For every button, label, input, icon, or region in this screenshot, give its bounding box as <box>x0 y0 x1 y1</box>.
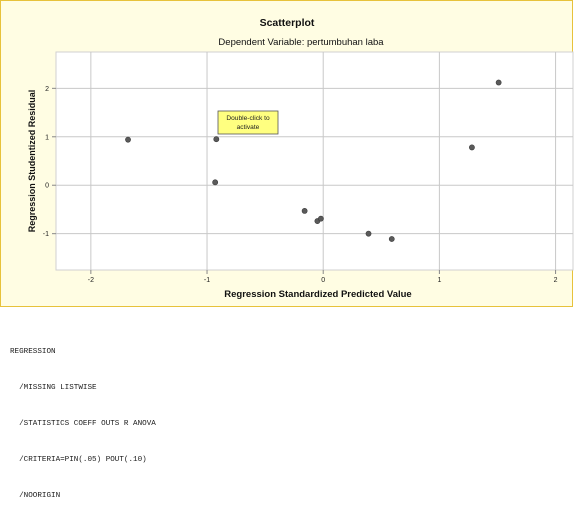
x-tick-label: 1 <box>437 277 441 284</box>
chart-subtitle: Dependent Variable: pertumbuhan laba <box>218 37 384 48</box>
y-axis-label: Regression Studentized Residual <box>27 90 37 233</box>
chart-title: Scatterplot <box>260 17 315 29</box>
tick-labels: -2 -1 0 1 2 2 1 0 -1 <box>43 86 558 284</box>
plot-area <box>55 51 574 271</box>
tooltip-text-line2: activate <box>237 124 260 131</box>
chart-frame[interactable]: Scatterplot Dependent Variable: pertumbu… <box>0 0 574 307</box>
x-tick-label: -1 <box>204 277 210 284</box>
syntax-line: REGRESSION <box>10 348 56 356</box>
tooltip-box[interactable] <box>217 110 279 135</box>
scatter-point <box>213 136 220 143</box>
scatterplot-chart: Scatterplot Dependent Variable: pertumbu… <box>27 17 574 300</box>
y-tick-label: 0 <box>45 183 49 190</box>
y-tick-label: 2 <box>45 86 49 93</box>
scatter-point <box>469 144 475 151</box>
syntax-line: /CRITERIA=PIN(.05) POUT(.10) <box>10 456 147 464</box>
x-tick-label: 0 <box>321 277 325 284</box>
syntax-line: /MISSING LISTWISE <box>10 384 97 392</box>
data-points <box>125 79 502 242</box>
scatter-point <box>495 79 502 86</box>
x-tick-label: 2 <box>554 277 558 284</box>
scatter-point <box>212 179 219 186</box>
x-axis-label: Regression Standardized Predicted Value <box>224 289 411 300</box>
syntax-line: /STATISTICS COEFF OUTS R ANOVA <box>10 420 156 428</box>
tooltip-text-line1: Double-click to <box>226 115 270 122</box>
scatter-point <box>301 207 308 214</box>
scatter-point <box>365 230 372 237</box>
x-tick-label: -2 <box>88 277 94 284</box>
scatter-point <box>125 136 131 143</box>
scatter-point <box>388 236 395 242</box>
y-tick-label: 1 <box>45 134 49 141</box>
scatter-point <box>317 215 324 222</box>
grid-lines <box>52 52 573 274</box>
syntax-line: /NOORIGIN <box>10 492 61 500</box>
syntax-block: REGRESSION /MISSING LISTWISE /STATISTICS… <box>10 322 156 514</box>
y-tick-label: -1 <box>43 231 49 238</box>
activate-tooltip[interactable]: Double-click to activate <box>217 110 279 135</box>
